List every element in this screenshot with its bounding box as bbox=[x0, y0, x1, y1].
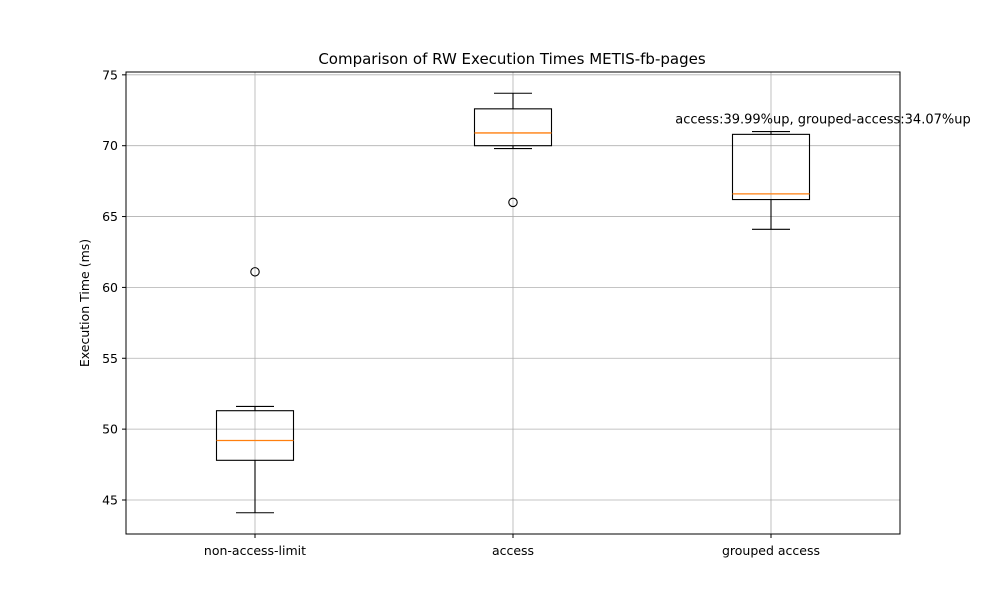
y-tick-label: 55 bbox=[102, 351, 118, 366]
grid-lines bbox=[126, 72, 900, 534]
y-tick-label: 50 bbox=[102, 422, 118, 437]
y-tick-label: 65 bbox=[102, 209, 118, 224]
box-access bbox=[473, 92, 553, 208]
plot-area bbox=[215, 92, 811, 514]
x-tick-label: non-access-limit bbox=[204, 543, 306, 558]
iqr-box bbox=[731, 133, 811, 201]
percent-improvement-annotation: access:39.99%up, grouped-access:34.07%up bbox=[675, 112, 970, 127]
x-tick-label: access bbox=[492, 543, 534, 558]
x-tick-label: grouped access bbox=[722, 543, 820, 558]
box-non-access-limit bbox=[215, 267, 295, 514]
outlier-point bbox=[250, 267, 260, 277]
y-tick-label: 70 bbox=[102, 138, 118, 153]
iqr-box bbox=[473, 108, 553, 147]
axes: 45 50 55 60 65 70 75 non-access-limit access grou… bbox=[102, 67, 820, 558]
y-tick-label: 60 bbox=[102, 280, 118, 295]
y-axis-label: Execution Time (ms) bbox=[77, 239, 92, 367]
box-grouped-access bbox=[731, 130, 811, 230]
y-tick-label: 45 bbox=[102, 492, 118, 507]
y-tick-label: 75 bbox=[102, 67, 118, 82]
chart-title: Comparison of RW Execution Times METIS-f… bbox=[318, 50, 706, 68]
outlier-point bbox=[508, 197, 518, 208]
iqr-box bbox=[215, 410, 295, 461]
